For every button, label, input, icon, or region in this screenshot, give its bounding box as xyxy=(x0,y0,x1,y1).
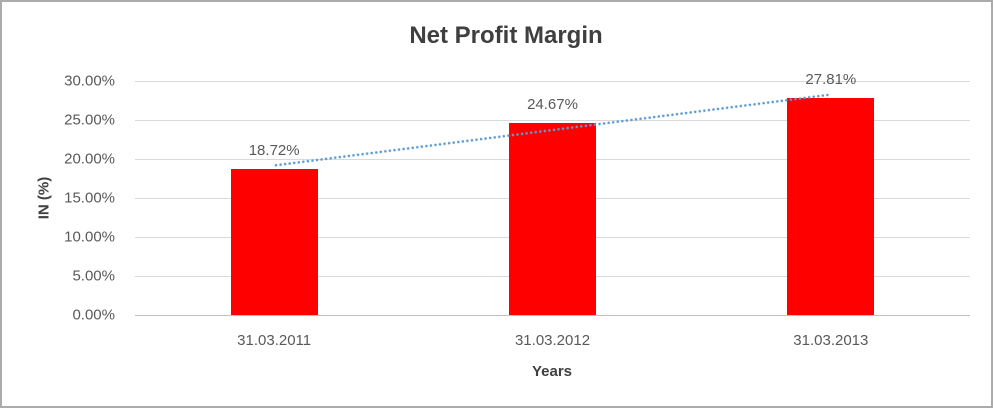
x-tick-label: 31.03.2013 xyxy=(793,332,869,349)
bar-value-label: 18.72% xyxy=(248,141,300,159)
x-tick-label: 31.03.2011 xyxy=(237,332,312,349)
y-tick-label: 0.00% xyxy=(72,306,115,324)
bar xyxy=(509,122,596,315)
gridline xyxy=(135,120,970,121)
y-tick-label: 5.00% xyxy=(72,267,115,285)
bar xyxy=(230,168,318,315)
x-axis-title: Years xyxy=(531,363,573,380)
chart-title: Net Profit Margin xyxy=(409,22,603,49)
y-tick-label: 10.00% xyxy=(64,228,115,246)
y-tick-label: 30.00% xyxy=(64,72,115,90)
y-axis-title: IN (%) xyxy=(35,176,53,220)
bar xyxy=(787,98,875,315)
y-tick-label: 25.00% xyxy=(64,111,115,129)
x-axis-line xyxy=(135,315,970,316)
bar-value-label: 24.67% xyxy=(527,95,578,113)
plot-area xyxy=(135,81,970,316)
gridline xyxy=(135,81,970,82)
x-tick-label: 31.03.2012 xyxy=(514,332,591,349)
y-tick-label: 15.00% xyxy=(64,189,115,207)
bar-value-label: 27.81% xyxy=(805,71,857,89)
y-tick-label: 20.00% xyxy=(64,150,115,168)
